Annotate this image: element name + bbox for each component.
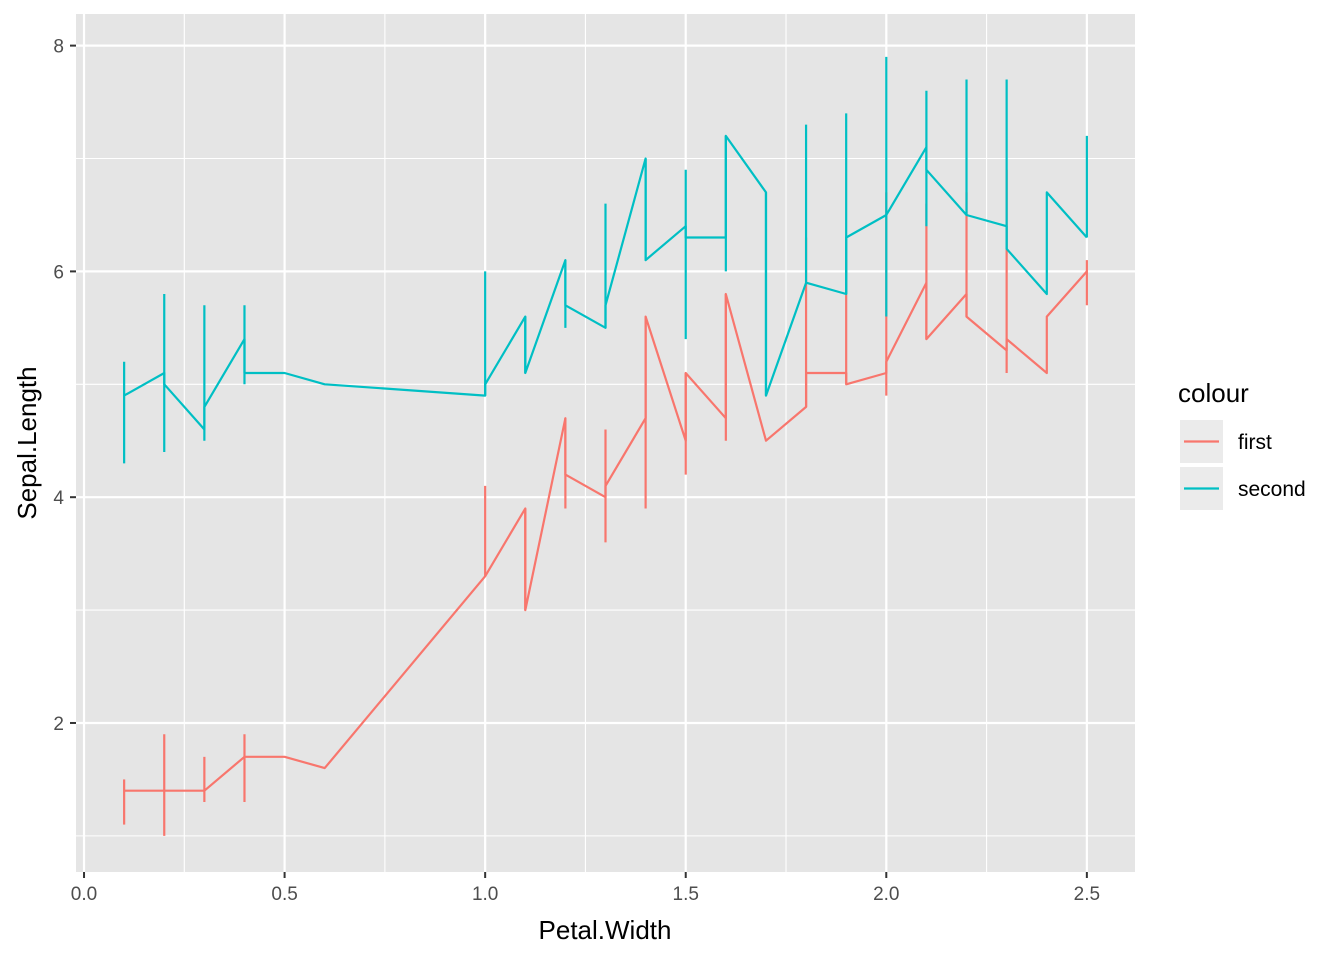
x-tick-label: 0.5 (271, 884, 297, 905)
series-lines (123, 134, 1088, 792)
series-line-first (124, 270, 1088, 792)
series-line-second (123, 134, 1088, 431)
y-axis: 2 4 6 8 (53, 37, 76, 735)
y-tick-label: 6 (53, 262, 64, 283)
y-tick-label: 8 (53, 37, 64, 58)
legend: colour first second (1178, 378, 1306, 510)
legend-title: colour (1178, 378, 1249, 408)
x-axis: 0.0 0.5 1.0 1.5 2.0 2.5 (71, 872, 1100, 905)
x-tick-label: 0.0 (71, 884, 97, 905)
x-tick-label: 1.5 (673, 884, 699, 905)
x-tick-label: 2.5 (1074, 884, 1100, 905)
legend-label-second: second (1238, 478, 1306, 501)
x-tick-label: 1.0 (472, 884, 498, 905)
x-axis-title: Petal.Width (539, 915, 672, 945)
y-axis-title: Sepal.Length (12, 366, 42, 519)
legend-label-first: first (1238, 431, 1272, 454)
minor-gridlines (76, 14, 1135, 872)
y-tick-label: 2 (53, 714, 64, 735)
major-gridlines (76, 14, 1135, 872)
x-tick-label: 2.0 (873, 884, 899, 905)
y-tick-label: 4 (53, 488, 64, 509)
